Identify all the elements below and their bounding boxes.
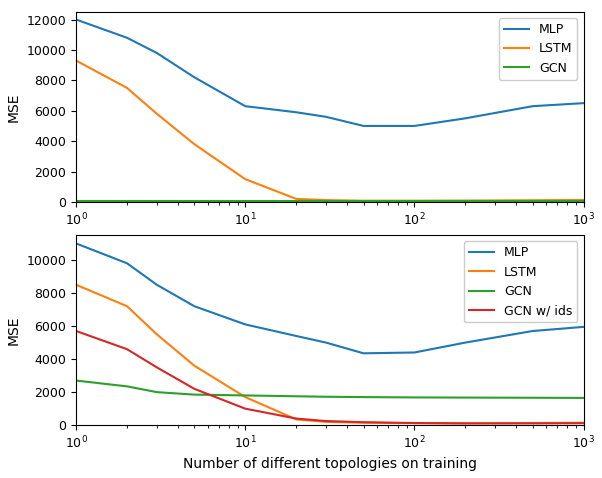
MLP xyxy=(191,304,198,309)
GCN xyxy=(529,198,536,204)
LSTM xyxy=(580,420,587,425)
LSTM xyxy=(293,196,300,202)
GCN w/ ids xyxy=(580,420,587,426)
Y-axis label: MSE: MSE xyxy=(7,315,21,345)
LSTM xyxy=(72,58,79,64)
GCN w/ ids xyxy=(191,386,198,391)
LSTM xyxy=(153,111,160,117)
GCN w/ ids xyxy=(462,421,469,426)
MLP xyxy=(241,103,249,109)
MLP xyxy=(360,350,367,356)
Legend: MLP, LSTM, GCN, GCN w/ ids: MLP, LSTM, GCN, GCN w/ ids xyxy=(464,241,577,322)
GCN xyxy=(123,198,131,204)
LSTM xyxy=(123,85,131,91)
LSTM xyxy=(191,363,198,369)
LSTM xyxy=(411,198,418,204)
GCN xyxy=(360,198,367,204)
Line: MLP: MLP xyxy=(76,243,583,353)
Line: GCN w/ ids: GCN w/ ids xyxy=(76,331,583,424)
LSTM xyxy=(241,176,249,182)
GCN xyxy=(191,198,198,204)
GCN xyxy=(462,395,469,401)
LSTM xyxy=(322,197,329,203)
GCN xyxy=(153,389,160,395)
MLP xyxy=(580,100,587,106)
MLP xyxy=(462,340,469,346)
MLP xyxy=(123,35,131,41)
GCN xyxy=(191,392,198,398)
LSTM xyxy=(529,420,536,426)
MLP xyxy=(72,17,79,22)
MLP xyxy=(293,333,300,339)
MLP xyxy=(293,109,300,115)
Line: MLP: MLP xyxy=(76,20,583,126)
GCN w/ ids xyxy=(411,420,418,426)
GCN w/ ids xyxy=(153,365,160,370)
GCN xyxy=(72,378,79,383)
LSTM xyxy=(123,304,131,309)
MLP xyxy=(153,282,160,288)
MLP xyxy=(462,116,469,121)
GCN w/ ids xyxy=(529,421,536,426)
LSTM xyxy=(360,420,367,425)
GCN xyxy=(411,198,418,204)
LSTM xyxy=(462,198,469,204)
MLP xyxy=(123,261,131,266)
MLP xyxy=(580,324,587,330)
GCN xyxy=(241,392,249,398)
GCN xyxy=(322,394,329,400)
LSTM xyxy=(191,141,198,147)
GCN xyxy=(322,198,329,204)
X-axis label: Number of different topologies on training: Number of different topologies on traini… xyxy=(183,457,477,471)
LSTM xyxy=(153,331,160,337)
GCN xyxy=(580,198,587,204)
GCN w/ ids xyxy=(72,328,79,334)
MLP xyxy=(529,103,536,109)
GCN w/ ids xyxy=(322,418,329,424)
Line: LSTM: LSTM xyxy=(76,61,583,201)
GCN xyxy=(360,394,367,400)
Line: LSTM: LSTM xyxy=(76,285,583,424)
LSTM xyxy=(411,420,418,426)
LSTM xyxy=(529,197,536,203)
GCN w/ ids xyxy=(293,416,300,422)
MLP xyxy=(360,123,367,129)
Legend: MLP, LSTM, GCN: MLP, LSTM, GCN xyxy=(499,18,577,80)
GCN xyxy=(293,198,300,204)
LSTM xyxy=(241,394,249,400)
GCN w/ ids xyxy=(360,419,367,425)
LSTM xyxy=(462,421,469,426)
LSTM xyxy=(580,197,587,203)
MLP xyxy=(322,114,329,120)
GCN xyxy=(72,198,79,204)
MLP xyxy=(322,340,329,346)
MLP xyxy=(411,123,418,129)
GCN xyxy=(411,394,418,400)
MLP xyxy=(191,75,198,80)
MLP xyxy=(153,50,160,56)
GCN xyxy=(153,198,160,204)
LSTM xyxy=(360,198,367,204)
Y-axis label: MSE: MSE xyxy=(7,92,21,122)
GCN xyxy=(529,395,536,401)
MLP xyxy=(241,322,249,327)
MLP xyxy=(411,349,418,355)
LSTM xyxy=(293,416,300,422)
MLP xyxy=(529,328,536,334)
Line: GCN: GCN xyxy=(76,380,583,398)
GCN xyxy=(123,383,131,389)
GCN w/ ids xyxy=(123,347,131,352)
GCN xyxy=(580,395,587,401)
GCN xyxy=(241,198,249,204)
GCN xyxy=(293,393,300,399)
LSTM xyxy=(322,419,329,425)
MLP xyxy=(72,240,79,246)
GCN xyxy=(462,198,469,204)
GCN w/ ids xyxy=(241,406,249,412)
LSTM xyxy=(72,282,79,288)
